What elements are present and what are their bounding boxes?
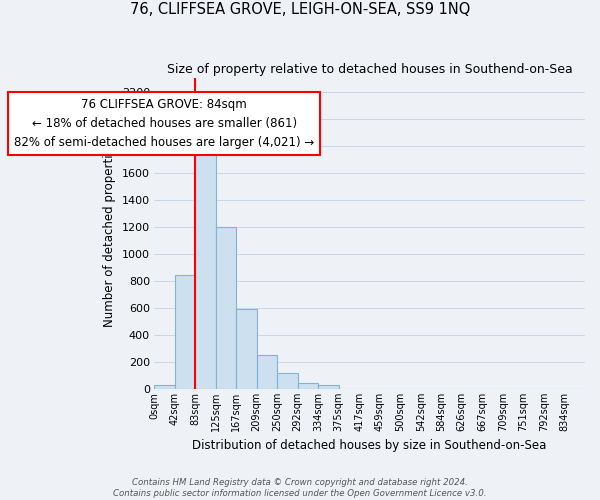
Bar <box>154 385 175 389</box>
Bar <box>215 227 236 389</box>
X-axis label: Distribution of detached houses by size in Southend-on-Sea: Distribution of detached houses by size … <box>193 440 547 452</box>
Bar <box>298 383 318 389</box>
Y-axis label: Number of detached properties: Number of detached properties <box>103 140 116 326</box>
Bar <box>175 276 195 389</box>
Bar <box>257 354 277 389</box>
Bar <box>277 374 298 389</box>
Text: 76, CLIFFSEA GROVE, LEIGH-ON-SEA, SS9 1NQ: 76, CLIFFSEA GROVE, LEIGH-ON-SEA, SS9 1N… <box>130 2 470 18</box>
Text: Contains HM Land Registry data © Crown copyright and database right 2024.
Contai: Contains HM Land Registry data © Crown c… <box>113 478 487 498</box>
Bar <box>195 146 215 389</box>
Bar <box>318 385 339 389</box>
Bar <box>236 309 257 389</box>
Title: Size of property relative to detached houses in Southend-on-Sea: Size of property relative to detached ho… <box>167 62 572 76</box>
Text: 76 CLIFFSEA GROVE: 84sqm
← 18% of detached houses are smaller (861)
82% of semi-: 76 CLIFFSEA GROVE: 84sqm ← 18% of detach… <box>14 98 314 150</box>
